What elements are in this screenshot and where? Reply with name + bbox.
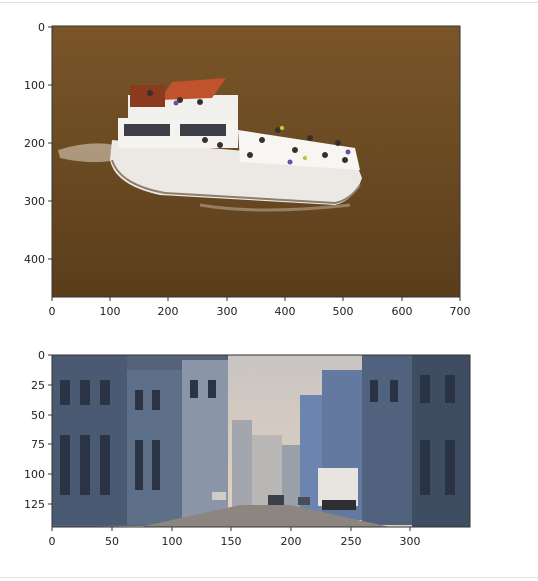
x-tick-label: 500 [333, 305, 354, 318]
x-tick-label: 200 [158, 305, 179, 318]
y-tick-label: 0 [38, 349, 45, 362]
figure-street-plot: 0 25 50 75 100 125 0 50 100 150 200 250 … [24, 349, 471, 548]
y-tick-label: 125 [24, 498, 45, 511]
x-tick-label: 50 [105, 535, 119, 548]
y-tick-label: 0 [38, 21, 45, 34]
figure-boat-plot: 0 100 200 300 400 0 100 200 300 400 500 … [24, 21, 471, 318]
street-plot-frame [51, 354, 471, 528]
x-tick-label: 250 [341, 535, 362, 548]
boat-image [52, 26, 460, 297]
y-tick-label: 100 [24, 79, 45, 92]
x-tick-label: 300 [400, 535, 421, 548]
boat-y-axis: 0 100 200 300 400 [24, 21, 52, 266]
y-tick-label: 25 [31, 379, 45, 392]
x-tick-label: 400 [275, 305, 296, 318]
boat-x-axis: 0 100 200 300 400 500 600 700 [49, 297, 471, 318]
y-tick-label: 400 [24, 253, 45, 266]
x-tick-label: 200 [281, 535, 302, 548]
x-tick-label: 100 [100, 305, 121, 318]
y-tick-label: 50 [31, 409, 45, 422]
y-tick-label: 300 [24, 195, 45, 208]
x-tick-label: 600 [392, 305, 413, 318]
y-tick-label: 75 [31, 438, 45, 451]
x-tick-label: 0 [49, 305, 56, 318]
cell-top-border [0, 2, 538, 3]
x-tick-label: 0 [49, 535, 56, 548]
street-x-axis: 0 50 100 150 200 250 300 [49, 527, 421, 548]
cell-bottom-border [0, 577, 538, 578]
street-y-axis: 0 25 50 75 100 125 [24, 349, 52, 511]
x-tick-label: 700 [450, 305, 471, 318]
x-tick-label: 100 [162, 535, 183, 548]
y-tick-label: 100 [24, 468, 45, 481]
street-image [52, 355, 470, 527]
x-tick-label: 300 [217, 305, 238, 318]
y-tick-label: 200 [24, 137, 45, 150]
boat-plot-frame [51, 25, 461, 298]
x-tick-label: 150 [221, 535, 242, 548]
